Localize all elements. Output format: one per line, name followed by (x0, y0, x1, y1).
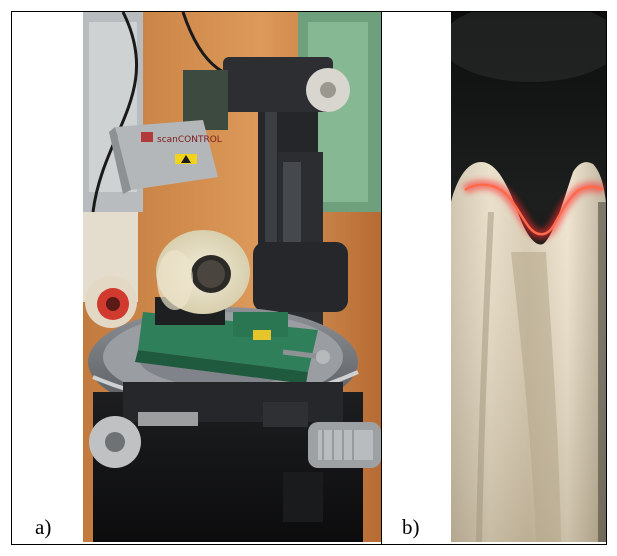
laser-scanner-station-photo: scanCONTROL (83, 12, 381, 542)
scanner-head: scanCONTROL (109, 120, 222, 194)
ring-workpiece (156, 230, 250, 314)
laser-line-groove-photo (451, 12, 606, 542)
scanner-logo-text: scanCONTROL (157, 135, 222, 145)
panel-b-label: b) (402, 515, 420, 539)
panel-a-label: a) (35, 515, 52, 539)
panel-divider (381, 11, 382, 545)
